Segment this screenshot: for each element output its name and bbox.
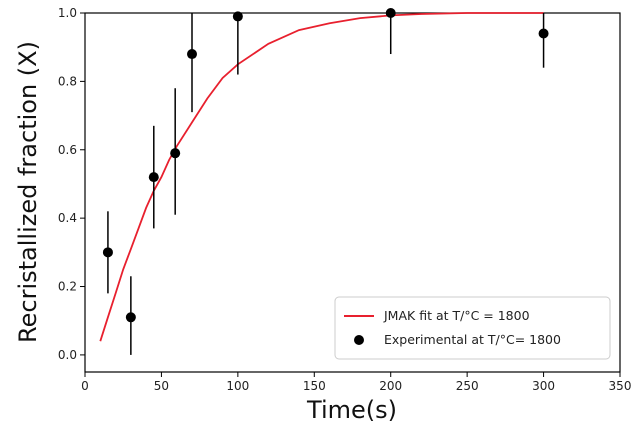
legend: JMAK fit at T/°C = 1800 Experimental at … (334, 296, 611, 360)
data-point (148, 172, 159, 183)
legend-label-experimental: Experimental at T/°C= 1800 (384, 332, 561, 347)
legend-box (334, 296, 611, 360)
x-tick-label: 200 (379, 379, 402, 393)
x-tick-label: 150 (303, 379, 326, 393)
x-tick-label: 100 (226, 379, 249, 393)
data-point (170, 148, 181, 159)
data-point (187, 49, 197, 60)
x-tick-label: 350 (609, 379, 632, 393)
experimental-points-layer (102, 8, 549, 355)
x-axis-ticks: 0 50 100 150 200 250 300 350 (81, 372, 631, 393)
x-axis-title: Time(s) (306, 396, 397, 424)
data-point (385, 8, 396, 18)
x-tick-label: 300 (532, 379, 555, 393)
legend-label-fit: JMAK fit at T/°C = 1800 (383, 308, 530, 323)
x-tick-label: 0 (81, 379, 89, 393)
y-tick-label: 0.2 (58, 280, 77, 294)
data-point (538, 28, 549, 39)
y-tick-label: 1.0 (58, 6, 77, 20)
data-point (232, 11, 243, 22)
jmak-fit-layer (99, 12, 544, 342)
y-axis-title: Recristallized fraction (X) (14, 41, 42, 343)
data-point (125, 312, 136, 323)
x-tick-label: 50 (154, 379, 169, 393)
jmak-fit-line (99, 12, 544, 342)
y-axis-ticks: 0.0 0.2 0.4 0.6 0.8 1.0 (58, 6, 85, 362)
x-tick-label: 250 (456, 379, 479, 393)
data-point (102, 247, 113, 258)
legend-marker-swatch (354, 335, 364, 345)
y-tick-label: 0.8 (58, 74, 77, 88)
y-tick-label: 0.0 (58, 348, 77, 362)
y-tick-label: 0.6 (58, 143, 77, 157)
y-tick-label: 0.4 (58, 211, 77, 225)
